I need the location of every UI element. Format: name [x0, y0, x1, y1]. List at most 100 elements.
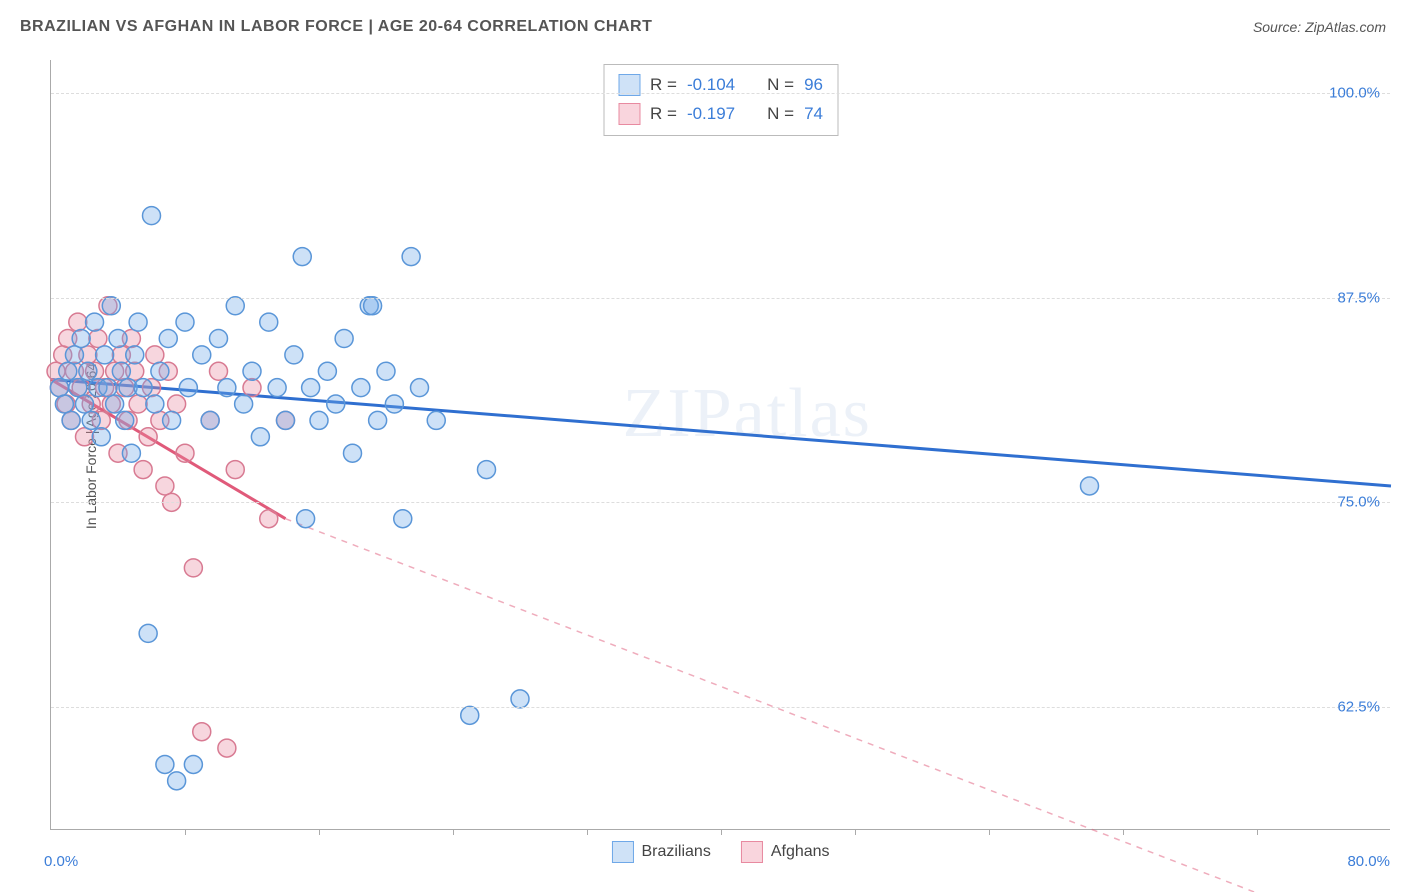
afghans-point [176, 444, 194, 462]
brazilians-point [318, 362, 336, 380]
n-value: 96 [804, 71, 823, 100]
brazilians-point [369, 411, 387, 429]
n-value: 74 [804, 100, 823, 129]
brazilians-point [50, 379, 68, 397]
brazilians-point [112, 362, 130, 380]
brazilians-point [92, 428, 110, 446]
r-value: -0.104 [687, 71, 735, 100]
brazilians-point [268, 379, 286, 397]
r-label: R = [650, 100, 677, 129]
brazilians-point [96, 346, 114, 364]
brazilians-point [65, 346, 83, 364]
brazilians-point [151, 362, 169, 380]
brazilians-point [106, 395, 124, 413]
legend: Brazilians Afghans [611, 841, 829, 863]
y-tick-label: 87.5% [1337, 289, 1380, 306]
scatter-plot-svg [51, 60, 1390, 829]
chart-header: BRAZILIAN VS AFGHAN IN LABOR FORCE | AGE… [20, 18, 1386, 36]
brazilians-point [168, 772, 186, 790]
x-axis-origin-label: 0.0% [44, 853, 78, 870]
brazilians-point [251, 428, 269, 446]
brazilians-point [62, 411, 80, 429]
afghans-point [226, 461, 244, 479]
brazilians-point [218, 379, 236, 397]
afghans-trend-line-dashed [286, 519, 1392, 892]
legend-label: Afghans [771, 843, 830, 861]
gridline [51, 93, 1390, 94]
brazilians-point [364, 297, 382, 315]
brazilians-point [184, 755, 202, 773]
x-tick [453, 829, 454, 835]
brazilians-point [260, 313, 278, 331]
source-attribution: Source: ZipAtlas.com [1253, 19, 1386, 35]
brazilians-point [76, 395, 94, 413]
brazilians-point [102, 297, 120, 315]
brazilians-point [201, 411, 219, 429]
y-tick-label: 75.0% [1337, 494, 1380, 511]
r-value: -0.197 [687, 100, 735, 129]
brazilians-point [159, 330, 177, 348]
brazilians-point [82, 411, 100, 429]
n-label: N = [767, 100, 794, 129]
brazilians-point [402, 248, 420, 266]
brazilians-point [335, 330, 353, 348]
afghans-point [69, 313, 87, 331]
afghans-point [168, 395, 186, 413]
x-tick [587, 829, 588, 835]
afghans-point [260, 510, 278, 528]
x-tick [855, 829, 856, 835]
legend-swatch [611, 841, 633, 863]
stat-row: R =-0.104N =96 [618, 71, 823, 100]
brazilians-point [297, 510, 315, 528]
y-tick-label: 100.0% [1329, 84, 1380, 101]
y-tick-label: 62.5% [1337, 699, 1380, 716]
brazilians-point [179, 379, 197, 397]
brazilians-point [1081, 477, 1099, 495]
brazilians-point [210, 330, 228, 348]
afghans-point [139, 428, 157, 446]
brazilians-point [146, 395, 164, 413]
brazilians-point [461, 706, 479, 724]
x-axis-max-label: 80.0% [1347, 853, 1390, 870]
brazilians-point [427, 411, 445, 429]
brazilians-point [277, 411, 295, 429]
x-tick [721, 829, 722, 835]
brazilians-point [352, 379, 370, 397]
legend-swatch [741, 841, 763, 863]
brazilians-point [385, 395, 403, 413]
brazilians-point [243, 362, 261, 380]
legend-item: Brazilians [611, 841, 710, 863]
afghans-point [146, 346, 164, 364]
brazilians-point [163, 411, 181, 429]
gridline [51, 707, 1390, 708]
brazilians-point [79, 362, 97, 380]
legend-item: Afghans [741, 841, 830, 863]
afghans-point [89, 330, 107, 348]
brazilians-point [394, 510, 412, 528]
brazilians-point [139, 624, 157, 642]
r-label: R = [650, 71, 677, 100]
legend-label: Brazilians [641, 843, 710, 861]
brazilians-point [156, 755, 174, 773]
brazilians-point [55, 395, 73, 413]
stat-row: R = -0.197 N = 74 [618, 100, 823, 129]
brazilians-point [377, 362, 395, 380]
brazilians-point [235, 395, 253, 413]
gridline [51, 502, 1390, 503]
brazilians-point [176, 313, 194, 331]
brazilians-point [193, 346, 211, 364]
brazilians-point [69, 379, 87, 397]
brazilians-point [511, 690, 529, 708]
afghans-point [193, 723, 211, 741]
afghans-point [156, 477, 174, 495]
x-tick [1257, 829, 1258, 835]
brazilians-point [86, 313, 104, 331]
x-tick [319, 829, 320, 835]
x-tick [989, 829, 990, 835]
afghans-point [76, 428, 94, 446]
x-tick [1123, 829, 1124, 835]
brazilians-point [99, 379, 117, 397]
brazilians-point [285, 346, 303, 364]
gridline [51, 298, 1390, 299]
brazilians-point [126, 346, 144, 364]
